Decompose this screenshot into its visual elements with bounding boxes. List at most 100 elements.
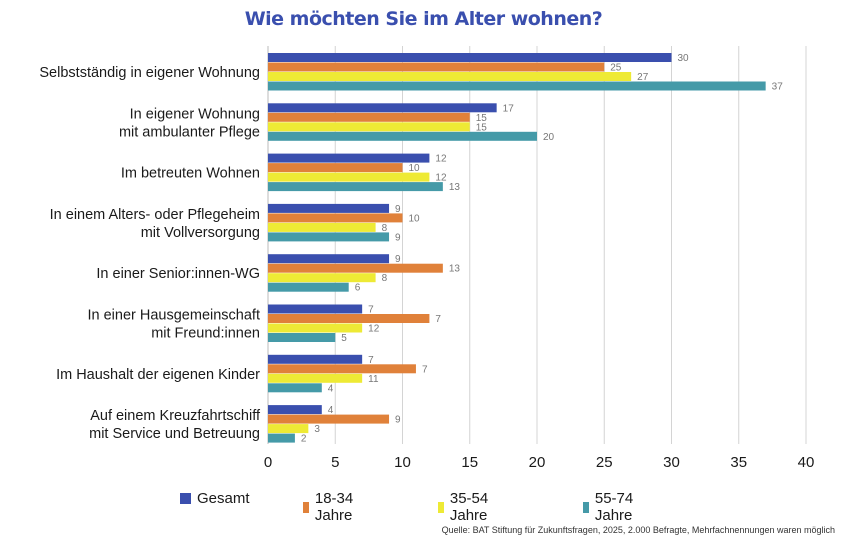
value-label: 5 [341, 333, 347, 344]
bar [268, 273, 376, 283]
bar [268, 122, 470, 132]
category-label: Im betreuten Wohnen [121, 166, 260, 182]
x-tick-label: 5 [331, 454, 339, 471]
legend-item: 35-54 Jahre [438, 490, 493, 524]
bar [268, 354, 363, 364]
bar [268, 304, 363, 314]
legend-label: 35-54 Jahre [449, 490, 489, 524]
value-label: 15 [476, 113, 488, 124]
value-label: 13 [449, 264, 461, 275]
chart-title: Wie möchten Sie im Alter wohnen? [244, 8, 603, 30]
bar [268, 62, 605, 72]
category-label: In einer Senior:innen-WG [96, 266, 260, 282]
legend-swatch [180, 493, 191, 504]
value-label: 37 [772, 82, 784, 93]
x-tick-label: 20 [529, 454, 546, 471]
bar [268, 182, 443, 192]
bar [268, 222, 376, 232]
bar [268, 405, 322, 415]
value-label: 7 [368, 355, 374, 366]
value-label: 27 [637, 72, 649, 83]
value-label: 11 [368, 374, 379, 385]
value-label: 25 [610, 63, 622, 74]
bar [268, 72, 632, 81]
legend-label: 18-34 Jahre [314, 490, 354, 524]
bar [268, 414, 390, 424]
category-label: Selbstständig in eigener Wohnung [39, 65, 260, 81]
value-label: 2 [301, 434, 307, 445]
x-tick-label: 25 [596, 454, 613, 471]
value-label: 9 [395, 415, 401, 426]
bar [268, 364, 416, 374]
value-label: 9 [395, 232, 401, 243]
bar [268, 112, 470, 122]
bar [268, 314, 430, 323]
value-labels: 3025273717151520121012139108991386771257… [301, 53, 783, 445]
x-tick-label: 35 [730, 454, 747, 471]
bar [268, 163, 403, 173]
category-label: mit Freund:innen [151, 326, 260, 342]
category-label: Im Haushalt der eigenen Kinder [56, 367, 260, 383]
legend-item: Gesamt [180, 490, 250, 507]
value-label: 10 [409, 213, 421, 224]
value-label: 12 [368, 324, 380, 335]
bar [268, 153, 430, 163]
legend-item: 18-34 Jahre [303, 490, 358, 524]
x-tick-label: 30 [663, 454, 680, 471]
category-label: Auf einem Kreuzfahrtschiff [90, 408, 261, 424]
value-label: 4 [328, 405, 334, 416]
category-label: In eigener Wohnung [130, 106, 260, 122]
value-label: 9 [395, 254, 401, 265]
bar [268, 81, 766, 91]
bar [268, 232, 390, 242]
bar [268, 103, 497, 113]
value-label: 3 [314, 424, 320, 435]
value-label: 12 [435, 173, 447, 184]
value-label: 17 [503, 103, 515, 114]
bars [268, 53, 766, 443]
bar [268, 131, 537, 141]
x-tick-label: 40 [798, 454, 815, 471]
bar [268, 172, 430, 182]
bar [268, 433, 295, 443]
bar [268, 203, 390, 213]
legend-label: 55-74 Jahre [594, 490, 634, 524]
gridlines [267, 46, 807, 444]
value-label: 9 [395, 204, 401, 215]
legend-swatch [438, 501, 444, 513]
bar [268, 424, 309, 434]
legend-swatch [303, 501, 309, 513]
value-label: 10 [409, 163, 421, 174]
value-label: 7 [368, 305, 374, 316]
value-label: 8 [382, 223, 388, 234]
x-tick-label: 10 [394, 454, 411, 471]
bar [268, 213, 403, 223]
x-tick-label: 0 [264, 454, 272, 471]
value-label: 12 [435, 154, 447, 165]
bar [268, 263, 443, 273]
category-label: In einer Hausgemeinschaft [88, 308, 261, 324]
value-label: 7 [435, 314, 441, 325]
category-label: In einem Alters- oder Pflegeheim [50, 207, 260, 223]
legend-label: Gesamt [197, 490, 250, 507]
source-note: Quelle: BAT Stiftung für Zukunftsfragen,… [441, 525, 835, 535]
legend-swatch [583, 501, 589, 513]
bar [268, 383, 322, 393]
bar [268, 323, 363, 333]
category-labels: Selbstständig in eigener Wohnung In eigen… [39, 65, 261, 442]
value-label: 30 [678, 53, 690, 64]
value-label: 13 [449, 182, 461, 193]
bar [268, 373, 363, 383]
value-label: 8 [382, 273, 388, 284]
bar [268, 254, 390, 264]
x-tick-label: 15 [461, 454, 478, 471]
legend-item: 55-74 Jahre [583, 490, 638, 524]
value-label: 6 [355, 283, 361, 294]
x-axis-ticks: 0 5 10 15 20 25 30 35 40 [264, 454, 815, 471]
value-label: 15 [476, 122, 488, 133]
bar [268, 53, 672, 62]
value-label: 7 [422, 364, 428, 375]
category-label: mit Vollversorgung [141, 225, 260, 241]
category-label: mit ambulanter Pflege [119, 124, 260, 140]
